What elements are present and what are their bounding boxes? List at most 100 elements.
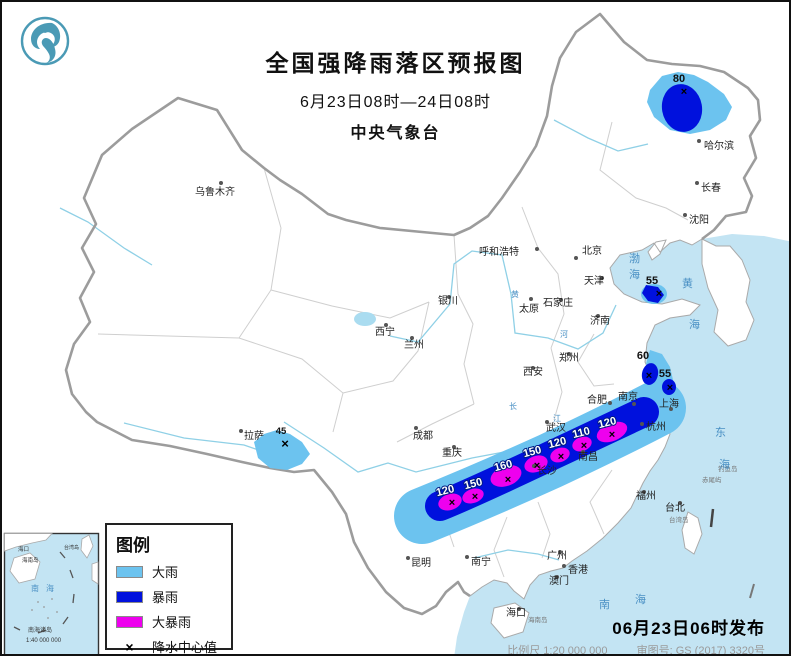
inset-mainland xyxy=(4,533,53,552)
island-label: 台湾岛 xyxy=(669,515,689,524)
inset-islets xyxy=(31,598,58,619)
river-label-char: 江 xyxy=(553,414,561,423)
city-label: 福州 xyxy=(636,489,656,502)
yellow-river xyxy=(389,250,617,350)
rain-band-values: 120 150 160 150 120 110 120 × × × × × × … xyxy=(434,414,619,509)
korea-peninsula xyxy=(701,238,755,347)
rain-value: 150 xyxy=(522,444,543,460)
city-label: 郑州 xyxy=(559,351,579,364)
city-label: 长沙 xyxy=(537,465,557,477)
forecast-period: 6月23日08时—24日08时 xyxy=(299,94,492,111)
rain-center-mark: × xyxy=(667,382,673,394)
qinghai-lake xyxy=(354,312,376,326)
city-label: 哈尔滨 xyxy=(704,139,734,152)
rain-center-mark: × xyxy=(656,288,662,300)
city-label: 天津 xyxy=(584,275,604,287)
center-value-mark: × xyxy=(125,638,134,655)
legend-row-center-value: × 降水中心值 xyxy=(116,637,222,655)
city-label: 银川 xyxy=(438,294,458,307)
inset-haikou-label: 海口 xyxy=(18,545,29,553)
legend-label: 大暴雨 xyxy=(152,615,192,630)
sea-label-char: 海 xyxy=(719,457,731,471)
city-label: 西安 xyxy=(523,365,543,378)
rain-center-mark: × xyxy=(681,86,687,98)
city-label: 南京 xyxy=(618,390,638,403)
rain-center-mark: × xyxy=(558,451,564,463)
city-label: 石家庄 xyxy=(543,296,573,309)
rainstorm-swatch xyxy=(116,590,143,603)
river-label-char: 河 xyxy=(560,329,568,339)
logo-ring xyxy=(20,16,70,66)
city-label: 呼和浩特 xyxy=(479,246,519,258)
rain-center-mark: × xyxy=(581,440,587,452)
inset-luzon xyxy=(91,561,99,585)
city-label: 合肥 xyxy=(587,393,607,406)
rain-value: 160 xyxy=(493,458,514,474)
city-label: 重庆 xyxy=(442,446,462,459)
approval-number: 审图号: GS (2017) 3320号 xyxy=(636,645,765,656)
city-label: 杭州 xyxy=(646,420,666,433)
city-label: 上海 xyxy=(659,397,679,410)
heavy-rain-swatch xyxy=(116,565,143,578)
legend-row-heavy-rain: 大雨 xyxy=(116,562,222,581)
rain-center-mark: × xyxy=(505,474,511,486)
inset-frame xyxy=(3,532,100,654)
city-label: 沈阳 xyxy=(689,213,709,226)
south-china-sea-inset: 海口 海南岛 台湾岛 南 海 南海诸岛 1:40 000 000 xyxy=(3,532,100,654)
scale-and-approval: 比例尺 1:20 000 000 审图号: GS (2017) 3320号 xyxy=(507,642,765,656)
city-label: 西宁 xyxy=(375,325,395,338)
sea-label-char: 黄 xyxy=(682,276,694,290)
rain-value: 80 xyxy=(673,73,685,85)
inset-dash-line xyxy=(13,551,75,634)
islands-and-neighbours xyxy=(490,238,755,639)
logo-bird xyxy=(40,25,54,33)
island-label: 钓鱼岛 xyxy=(718,464,738,473)
river-label-char: 长 xyxy=(509,401,517,411)
city-label: 乌鲁木齐 xyxy=(195,185,235,198)
sea-area xyxy=(454,234,789,654)
rain-value: 55 xyxy=(659,368,671,380)
map-scale: 比例尺 1:20 000 000 xyxy=(507,645,608,656)
city-label: 济南 xyxy=(590,314,610,327)
river-labels: 黄 河 长 江 xyxy=(509,289,568,423)
northeast-river xyxy=(553,119,649,152)
city-label: 海口 xyxy=(506,606,526,619)
inset-hainan-label: 海南岛 xyxy=(22,556,39,564)
rain-value: 45 xyxy=(276,426,287,437)
map-title: 全国强降雨落区预报图 xyxy=(265,50,526,76)
agency-name: 中央气象台 xyxy=(350,125,441,142)
legend-title: 图例 xyxy=(116,536,150,555)
rain-center-mark: × xyxy=(609,429,615,441)
city-label: 成都 xyxy=(413,430,433,442)
city-label: 武汉 xyxy=(546,421,566,434)
inset-islands-label: 南海诸岛 xyxy=(28,626,52,634)
city-label: 拉萨 xyxy=(244,429,264,442)
release-time: 06月23日06时发布 xyxy=(612,619,765,638)
footer-info: 06月23日06时发布 比例尺 1:20 000 000 审图号: GS (20… xyxy=(507,614,765,656)
legend-label: 大雨 xyxy=(152,565,179,580)
sea-label-char: 海 xyxy=(689,317,701,331)
tarim-river xyxy=(59,207,153,266)
sea-label-char: 渤 xyxy=(629,252,641,265)
northeast-blob-dark xyxy=(661,84,703,132)
legend-row-severe-rainstorm: 大暴雨 xyxy=(116,612,222,631)
inset-taiwan xyxy=(80,534,94,559)
rain-center-mark: × xyxy=(472,491,478,503)
sea-labels: 渤 海 黄 海 东 海 南 海 xyxy=(599,252,731,611)
city-label: 南昌 xyxy=(578,450,598,463)
jiangsu-blob-dark-2 xyxy=(662,379,676,395)
rain-value: 120 xyxy=(597,415,618,431)
inset-scale-label: 1:40 000 000 xyxy=(26,638,62,644)
sea-label-char: 海 xyxy=(635,592,647,606)
tibet-blob-light xyxy=(254,430,310,470)
city-dots xyxy=(219,139,701,611)
inset-sea-char: 南 xyxy=(31,583,39,593)
severe-rainstorm-layer xyxy=(438,421,628,511)
island-labels: 台湾岛 海南岛 钓鱼岛 赤尾屿 xyxy=(528,464,738,624)
legend-label: 降水中心值 xyxy=(152,640,218,655)
boundary-dashes xyxy=(709,508,755,599)
rain-center-mark: × xyxy=(449,497,455,509)
rain-center-mark: × xyxy=(646,370,652,382)
severe-rainstorm-swatch xyxy=(116,615,143,628)
